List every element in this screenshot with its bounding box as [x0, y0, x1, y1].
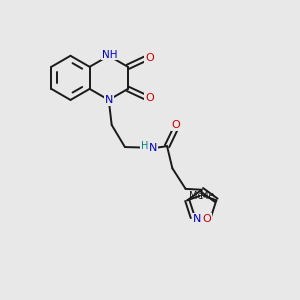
- Text: O: O: [145, 93, 154, 103]
- Text: N: N: [149, 142, 158, 153]
- Text: O: O: [145, 53, 154, 63]
- Text: NH: NH: [102, 50, 117, 60]
- Text: Me: Me: [189, 190, 203, 201]
- Text: O: O: [202, 214, 211, 224]
- Text: N: N: [105, 95, 113, 105]
- Text: Me: Me: [200, 190, 215, 201]
- Text: N: N: [192, 214, 201, 224]
- Text: O: O: [172, 120, 180, 130]
- Text: H: H: [141, 141, 148, 151]
